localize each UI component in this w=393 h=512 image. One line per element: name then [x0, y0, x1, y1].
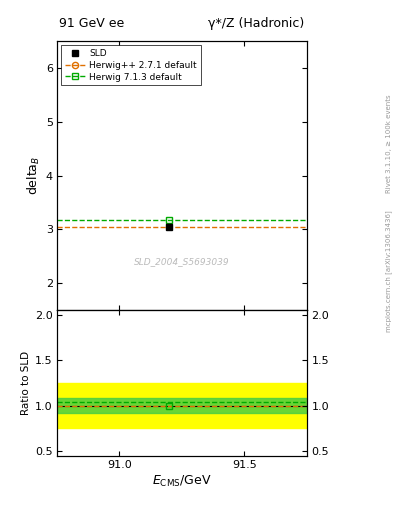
Text: Rivet 3.1.10, ≥ 100k events: Rivet 3.1.10, ≥ 100k events — [386, 94, 392, 193]
Text: SLD_2004_S5693039: SLD_2004_S5693039 — [134, 257, 230, 266]
Bar — [57, 383, 307, 429]
Text: mcplots.cern.ch [arXiv:1306.3436]: mcplots.cern.ch [arXiv:1306.3436] — [386, 210, 392, 332]
Text: 91 GeV ee: 91 GeV ee — [59, 17, 125, 30]
X-axis label: $E_{\mathrm{CMS}}$/GeV: $E_{\mathrm{CMS}}$/GeV — [152, 474, 211, 489]
Y-axis label: delta$_B$: delta$_B$ — [26, 156, 42, 195]
Bar — [57, 398, 307, 413]
Y-axis label: Ratio to SLD: Ratio to SLD — [21, 351, 31, 415]
Text: γ*/Z (Hadronic): γ*/Z (Hadronic) — [208, 17, 304, 30]
Legend: SLD, Herwig++ 2.7.1 default, Herwig 7.1.3 default: SLD, Herwig++ 2.7.1 default, Herwig 7.1.… — [61, 46, 201, 85]
